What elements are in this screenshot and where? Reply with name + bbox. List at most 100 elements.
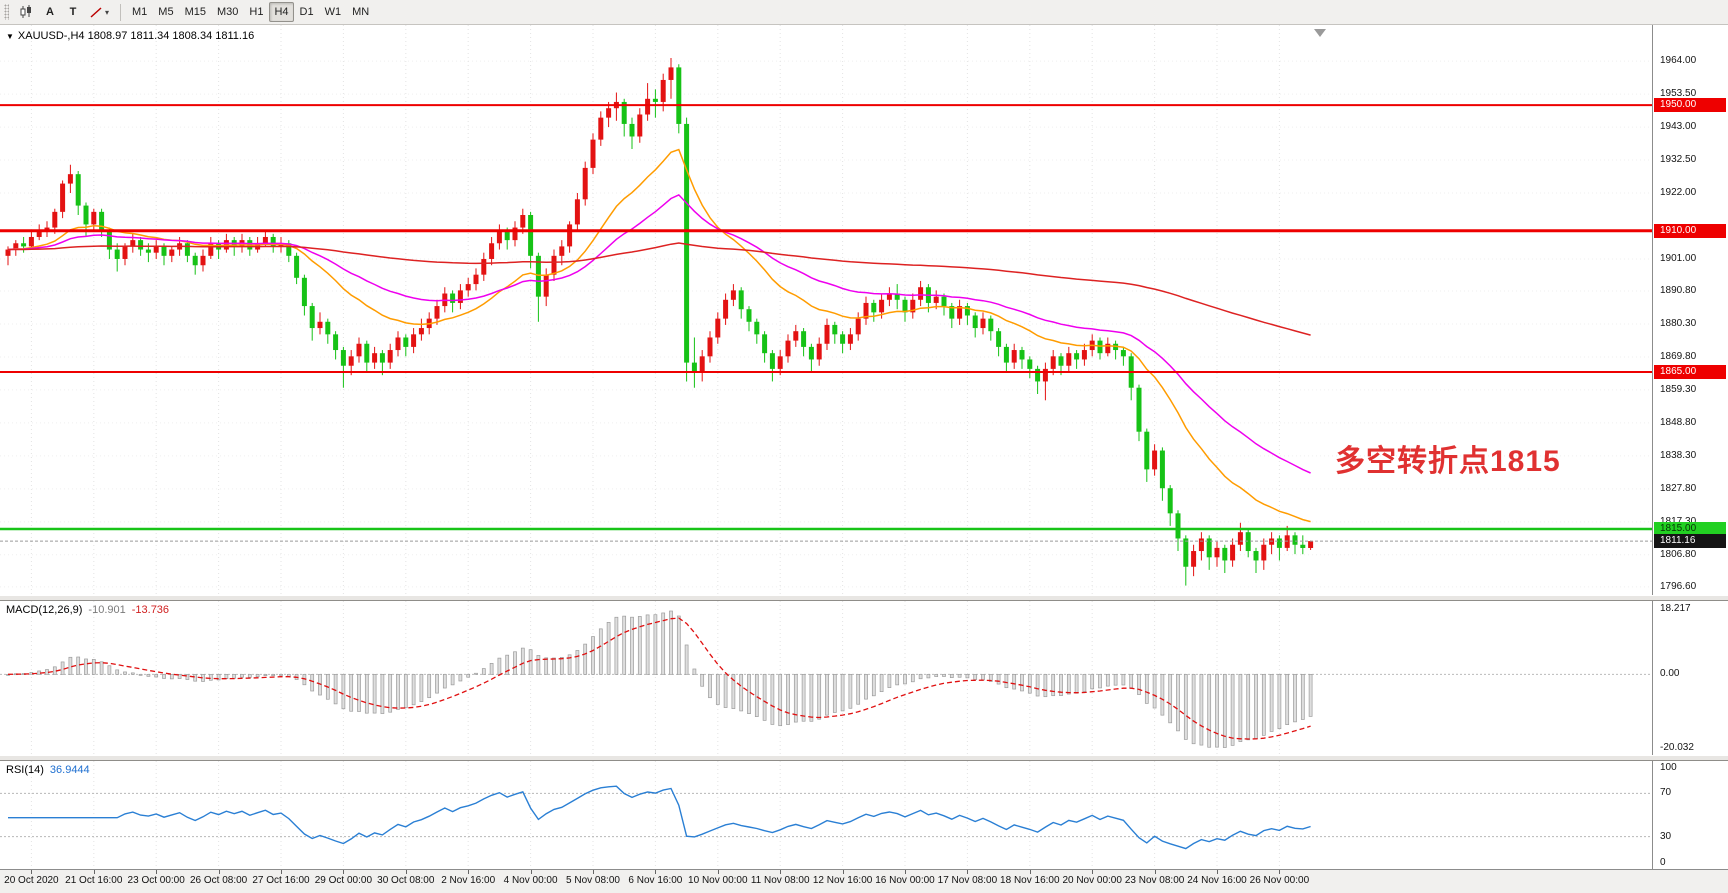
text-label-icon: T <box>69 6 77 18</box>
time-axis-tick <box>967 870 969 874</box>
time-axis-label: 6 Nov 16:00 <box>628 875 683 886</box>
time-axis-tick <box>343 870 345 874</box>
price-badge-1865.00: 1865.00 <box>1654 365 1726 380</box>
price-axis-label: 1838.30 <box>1660 449 1697 461</box>
trendline-icon <box>90 6 102 18</box>
chevron-down-icon: ▾ <box>105 7 110 17</box>
rsi-label: RSI(14) 36.9444 <box>6 764 90 776</box>
price-axis-label: 1901.00 <box>1660 252 1697 264</box>
time-axis-label: 12 Nov 16:00 <box>812 875 873 886</box>
time-axis-tick <box>530 870 532 874</box>
time-axis-label: 18 Nov 16:00 <box>1000 875 1060 886</box>
time-axis-tick <box>780 870 782 874</box>
toolbar-button-insert-text[interactable]: A <box>39 2 61 22</box>
price-axis-label: 1827.80 <box>1660 482 1697 494</box>
timeframe-button-d1[interactable]: D1 <box>295 2 319 22</box>
chart-symbol-period: XAUUSD-,H4 <box>17 30 85 42</box>
fast-ma-line <box>7 148 1311 523</box>
time-axis-label: 17 Nov 08:00 <box>937 875 998 886</box>
macd-axis-label: 18.217 <box>1660 603 1691 614</box>
insert-text-icon: A <box>46 6 54 18</box>
rsi-panel[interactable] <box>0 761 1652 869</box>
time-axis-label: 20 Oct 2020 <box>4 875 59 886</box>
time-axis[interactable]: 20 Oct 2020 21 Oct 16:00 23 Oct 00:00 26 Oc… <box>0 869 1728 893</box>
time-axis-label: 21 Oct 16:00 <box>65 875 123 886</box>
time-axis-tick <box>1029 870 1031 874</box>
panel-separator[interactable] <box>0 755 1728 761</box>
time-axis-label: 5 Nov 08:00 <box>566 875 620 886</box>
timeframe-button-w1[interactable]: W1 <box>320 2 347 22</box>
timeframe-button-m5[interactable]: M5 <box>153 2 178 22</box>
toolbar-grip[interactable] <box>4 4 9 20</box>
toolbar-button-chart-type-candles[interactable] <box>14 2 38 22</box>
price-axis-label: 1796.60 <box>1660 580 1697 592</box>
price-axis-label: 1890.80 <box>1660 285 1697 296</box>
macd-signal-line <box>7 617 1311 740</box>
price-badge-1950.00: 1950.00 <box>1654 98 1726 113</box>
macd-label: MACD(12,26,9) -10.901 -13.736 <box>6 604 170 616</box>
macd-axis-label: -20.032 <box>1660 742 1694 753</box>
macd-panel[interactable] <box>0 601 1652 755</box>
toolbar-button-text-label[interactable]: T <box>62 2 84 22</box>
macd-axis-label: 0.00 <box>1660 668 1680 680</box>
time-axis-label: 26 Nov 00:00 <box>1249 875 1310 886</box>
time-axis-label: 29 Oct 00:00 <box>314 875 373 886</box>
time-axis-label: 11 Nov 08:00 <box>750 875 810 886</box>
time-axis-label: 23 Nov 08:00 <box>1124 875 1185 886</box>
time-axis-label: 16 Nov 00:00 <box>875 875 935 886</box>
time-axis-tick <box>655 870 657 874</box>
timeframe-button-m15[interactable]: M15 <box>180 2 211 22</box>
chart-annotation-text[interactable]: 多空转折点1815 <box>1335 445 1561 478</box>
time-axis-tick <box>156 870 158 874</box>
rsi-line <box>8 785 1311 850</box>
candlestick-chart-icon <box>20 5 31 18</box>
timeframe-button-mn[interactable]: MN <box>347 2 374 22</box>
price-axis[interactable]: 1964.00 1953.50 1943.00 1932.50 1922.00 1901.… <box>1652 25 1728 893</box>
time-axis-tick <box>468 870 470 874</box>
chart-collapse-arrow-icon[interactable]: ▼ <box>6 32 14 41</box>
time-axis-tick <box>1279 870 1281 874</box>
rsi-axis-label: 70 <box>1660 787 1672 799</box>
toolbar-button-drawing-tools[interactable]: ▾ <box>85 2 114 22</box>
timeframe-button-m30[interactable]: M30 <box>212 2 243 22</box>
time-axis-label: 23 Oct 00:00 <box>127 875 185 886</box>
timeframe-button-h1[interactable]: H1 <box>244 2 268 22</box>
time-axis-tick <box>1217 870 1218 874</box>
timeframe-button-m1[interactable]: M1 <box>127 2 152 22</box>
chart-shift-marker-icon[interactable] <box>1314 29 1326 37</box>
time-axis-label: 10 Nov 00:00 <box>688 875 748 886</box>
price-axis-label: 1859.30 <box>1660 383 1697 395</box>
timeframe-button-h4[interactable]: H4 <box>269 2 294 22</box>
time-axis-tick <box>1154 870 1156 874</box>
toolbar-separator <box>120 3 122 21</box>
chart-ohlc-values: 1808.97 1811.34 1808.34 1811.16 <box>87 30 255 42</box>
price-axis-label: 1817.30 <box>1660 516 1696 527</box>
price-badge-1910.00: 1910.00 <box>1654 223 1726 238</box>
time-axis-tick <box>842 870 844 874</box>
time-axis-tick <box>717 870 719 874</box>
time-axis-tick <box>93 870 95 874</box>
chart-title: ▼ XAUUSD-,H4 1808.97 1811.34 1808.34 1811… <box>6 30 254 42</box>
time-axis-label: 20 Nov 00:00 <box>1062 875 1122 886</box>
medium-ma-line <box>7 193 1311 474</box>
slow-ma-line <box>8 242 1311 336</box>
time-axis-label: 2 Nov 16:00 <box>441 875 496 886</box>
price-axis-label: 1848.80 <box>1660 416 1697 428</box>
price-axis-label: 1806.80 <box>1660 548 1697 560</box>
time-axis-label: 27 Oct 16:00 <box>252 875 310 886</box>
time-axis-tick <box>905 870 906 874</box>
rsi-axis-label: 100 <box>1660 762 1677 773</box>
rsi-axis-label: 0 <box>1660 857 1666 868</box>
time-axis-label: 30 Oct 08:00 <box>377 875 435 886</box>
price-axis-label: 1922.00 <box>1660 187 1697 199</box>
price-axis-label: 1932.50 <box>1660 154 1697 166</box>
time-axis-tick <box>281 870 282 874</box>
price-chart-canvas[interactable] <box>0 25 1652 595</box>
current-price-badge: 1811.16 <box>1654 534 1726 549</box>
price-badge-1815.00: 1815.00 <box>1654 522 1726 537</box>
panel-separator[interactable] <box>0 595 1728 601</box>
time-axis-label: 4 Nov 00:00 <box>503 875 558 886</box>
time-axis-label: 24 Nov 16:00 <box>1187 875 1247 886</box>
time-axis-tick <box>405 870 407 874</box>
